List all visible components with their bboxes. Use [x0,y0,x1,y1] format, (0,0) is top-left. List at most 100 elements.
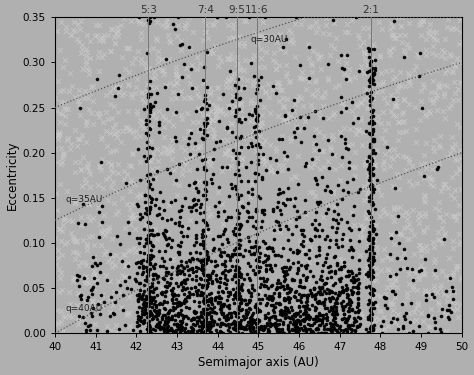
Point [283,223,290,229]
Point [218,321,225,327]
Point [272,300,280,306]
Point [138,89,146,95]
Point [144,300,152,306]
Point [447,53,455,59]
Point [259,209,266,215]
Point [159,144,166,150]
Point [237,274,245,280]
Point [209,156,216,162]
Point [214,209,221,215]
Point [447,102,455,108]
Point [367,181,375,187]
Point [217,320,224,326]
Point [194,66,201,72]
Point [272,252,279,258]
Point [223,315,231,321]
Point [72,28,79,34]
Point [160,207,168,213]
Point [394,213,402,219]
Point [399,301,406,307]
Point [329,304,337,310]
Point [305,259,313,265]
Point [417,267,425,273]
Point [199,217,207,223]
Point [98,230,106,236]
Point [300,311,307,317]
Point [283,305,291,311]
Point [356,238,363,244]
Point [367,158,375,164]
Point [333,300,341,306]
Point [339,306,346,312]
Point [141,199,149,205]
Point [251,30,259,36]
Point [330,254,337,260]
Point [232,263,240,269]
Point [387,47,394,53]
Point [417,32,425,38]
Point [265,94,273,100]
Point [285,298,293,304]
Point [301,310,308,316]
Point [67,141,74,147]
Point [82,176,89,182]
Point [228,184,236,190]
Point [155,319,163,325]
Point [137,314,145,320]
Point [372,65,380,71]
Point [365,237,373,243]
Point [144,323,152,329]
Point [238,156,246,162]
Point [368,182,376,188]
Point [200,80,208,86]
Point [295,283,303,289]
Point [260,104,267,110]
Point [203,106,211,112]
Point [265,296,273,302]
Point [155,322,163,328]
Point [68,83,76,89]
Point [420,245,428,251]
Point [366,141,374,147]
Point [331,268,338,274]
Point [432,95,439,101]
Point [369,218,376,224]
Point [284,294,292,300]
Point [219,330,226,336]
Point [299,227,306,233]
Point [368,258,375,264]
Point [268,268,276,274]
Point [398,111,406,117]
Point [136,293,143,299]
Point [202,248,210,254]
Point [219,330,227,336]
Point [401,316,409,322]
Point [293,125,301,131]
Point [168,137,176,143]
Point [420,173,428,179]
Point [98,167,105,173]
Point [294,330,302,336]
Point [283,70,291,76]
Point [280,321,287,327]
Point [344,322,352,328]
Point [281,314,289,320]
Point [91,285,98,291]
Point [256,195,264,201]
Point [182,156,190,162]
Point [300,303,307,309]
Point [354,314,362,320]
Point [437,188,445,194]
Point [156,319,164,325]
Point [367,288,374,294]
Point [252,219,259,225]
Point [249,186,256,192]
Point [320,281,328,287]
Text: q=30AU: q=30AU [250,35,288,44]
Point [365,262,373,268]
Point [368,65,376,71]
Point [76,292,83,298]
Point [329,190,337,196]
Point [134,292,141,298]
Point [420,84,428,90]
